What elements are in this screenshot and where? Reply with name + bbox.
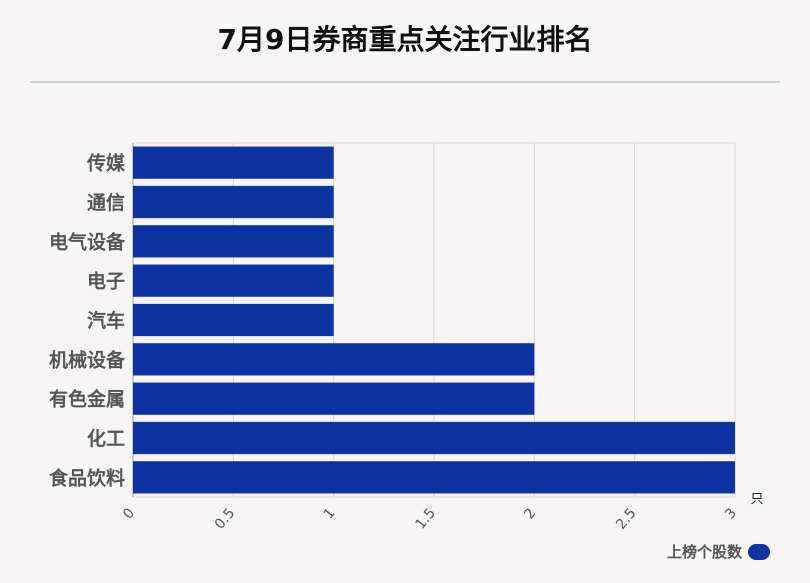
bar[interactable] [133, 343, 535, 376]
bar[interactable] [133, 303, 334, 337]
category-label: 通信 [87, 191, 125, 214]
unit-label: 只 [750, 492, 763, 507]
category-label: 传媒 [86, 152, 126, 175]
x-tick-label: 2 [521, 505, 539, 522]
category-label: 汽车 [87, 309, 125, 332]
category-label: 有色金属 [49, 388, 125, 411]
bar[interactable] [133, 382, 535, 415]
bar[interactable] [133, 264, 334, 297]
x-tick-label: 0.5 [212, 505, 239, 532]
category-label: 电气设备 [49, 230, 126, 253]
x-tick-label: 1.5 [412, 505, 439, 532]
legend[interactable]: 上榜个股数 [667, 541, 770, 562]
category-label: 电子 [87, 270, 125, 293]
bar[interactable] [133, 225, 334, 258]
x-tick-label: 1 [321, 505, 339, 522]
bar[interactable] [133, 185, 334, 219]
x-tick-label: 0 [120, 505, 138, 522]
chart-title: 7月9日券商重点关注行业排名 [217, 23, 593, 56]
category-label: 化工 [87, 427, 125, 450]
legend-swatch [748, 543, 770, 560]
legend-label: 上榜个股数 [666, 543, 742, 561]
bar[interactable] [133, 461, 735, 494]
category-label: 机械设备 [49, 348, 126, 371]
title-divider [30, 81, 780, 83]
x-tick-labels: 0 0.5 1 1.5 2 2.5 3 [120, 505, 740, 532]
bars [133, 146, 735, 494]
x-tick-label: 3 [722, 505, 740, 522]
bar[interactable] [133, 421, 735, 455]
bar[interactable] [133, 146, 334, 179]
x-tick-label: 2.5 [613, 505, 640, 532]
category-label: 食品饮料 [49, 466, 125, 489]
